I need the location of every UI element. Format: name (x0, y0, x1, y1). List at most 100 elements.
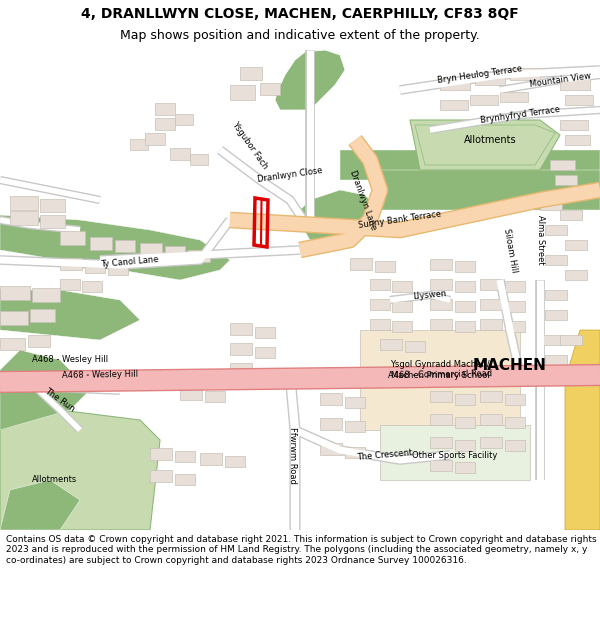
Text: Brynhyfryd Terrace: Brynhyfryd Terrace (479, 105, 560, 125)
Bar (155, 118, 175, 130)
Text: Sunny Bank Terrace: Sunny Bank Terrace (358, 210, 442, 230)
Bar (345, 447, 365, 458)
Bar (60, 279, 80, 290)
Bar (392, 321, 412, 332)
Bar (40, 215, 65, 228)
Bar (10, 196, 38, 210)
Bar (480, 299, 502, 310)
Bar (545, 225, 567, 235)
Text: A468 - Wesley Hill: A468 - Wesley Hill (62, 370, 138, 380)
Text: Ffwrwm Road: Ffwrwm Road (289, 426, 298, 484)
Bar (370, 299, 390, 310)
Bar (470, 95, 498, 105)
Bar (170, 148, 190, 160)
Bar (370, 279, 390, 290)
Polygon shape (0, 290, 140, 340)
Bar (455, 301, 475, 312)
Polygon shape (0, 215, 230, 280)
Bar (505, 321, 525, 332)
Bar (455, 417, 475, 428)
Bar (455, 261, 475, 272)
Text: The Crescent: The Crescent (357, 448, 413, 462)
Bar (392, 301, 412, 312)
Bar (480, 279, 502, 290)
Bar (82, 281, 102, 292)
Text: Alma Street: Alma Street (536, 215, 545, 265)
Bar (505, 394, 525, 405)
Bar (188, 250, 210, 262)
Bar (0, 338, 25, 350)
Bar (440, 78, 470, 90)
Bar (565, 95, 593, 105)
Bar (145, 133, 165, 145)
Bar (392, 281, 412, 292)
Bar (560, 78, 590, 90)
Bar (0, 311, 28, 325)
Bar (175, 474, 195, 485)
Polygon shape (295, 190, 380, 240)
Text: Other Sports Facility: Other Sports Facility (412, 451, 497, 459)
Bar (85, 262, 105, 273)
Bar (345, 421, 365, 432)
Text: A468 - Commercial Road: A468 - Commercial Road (388, 369, 492, 381)
Polygon shape (415, 125, 555, 165)
Polygon shape (0, 350, 90, 430)
Bar (560, 335, 582, 345)
Bar (130, 139, 148, 150)
Bar (230, 323, 252, 335)
Text: Allotments: Allotments (32, 476, 77, 484)
Bar (165, 246, 185, 258)
Polygon shape (565, 330, 600, 530)
Bar (370, 319, 390, 330)
Bar (430, 319, 452, 330)
Bar (430, 437, 452, 448)
Bar (430, 414, 452, 425)
Bar (440, 100, 468, 110)
Text: The Run: The Run (43, 386, 77, 414)
Bar (320, 393, 342, 405)
Bar (30, 309, 55, 322)
Bar (350, 258, 372, 270)
Text: Mountain View: Mountain View (529, 71, 592, 89)
Bar (40, 199, 65, 212)
Bar (550, 160, 575, 170)
Text: Dranlwyn Lane: Dranlwyn Lane (348, 169, 378, 231)
Bar (175, 451, 195, 462)
Bar (0, 286, 30, 300)
Bar (32, 288, 60, 302)
Polygon shape (275, 50, 345, 110)
Bar (480, 414, 502, 425)
Text: Llyswen: Llyswen (413, 289, 447, 301)
Bar (505, 301, 525, 312)
Text: Ysgol Gynradd Machen/
Machen Primary School: Ysgol Gynradd Machen/ Machen Primary Sch… (390, 360, 490, 380)
Bar (175, 114, 193, 125)
Bar (505, 281, 525, 292)
Bar (475, 73, 505, 85)
Bar (505, 417, 525, 428)
Bar (150, 448, 172, 460)
Bar (505, 440, 525, 451)
Bar (430, 460, 452, 471)
Polygon shape (410, 120, 560, 170)
Bar (108, 264, 128, 275)
Bar (565, 240, 587, 250)
Bar (510, 68, 540, 80)
Bar (560, 120, 588, 130)
Polygon shape (340, 150, 600, 180)
Bar (430, 391, 452, 402)
Bar (565, 135, 590, 145)
Polygon shape (0, 480, 80, 530)
Polygon shape (380, 425, 530, 480)
Bar (560, 210, 582, 220)
Bar (90, 237, 112, 250)
Bar (345, 397, 365, 408)
Bar (155, 103, 175, 115)
Text: Allotments: Allotments (464, 135, 517, 145)
Polygon shape (380, 170, 600, 210)
Bar (455, 462, 475, 473)
Text: Bryn Heulog Terrace: Bryn Heulog Terrace (437, 64, 523, 86)
Bar (480, 437, 502, 448)
Text: Dranlwyn Close: Dranlwyn Close (257, 166, 323, 184)
Bar (405, 341, 425, 352)
Bar (320, 443, 342, 455)
